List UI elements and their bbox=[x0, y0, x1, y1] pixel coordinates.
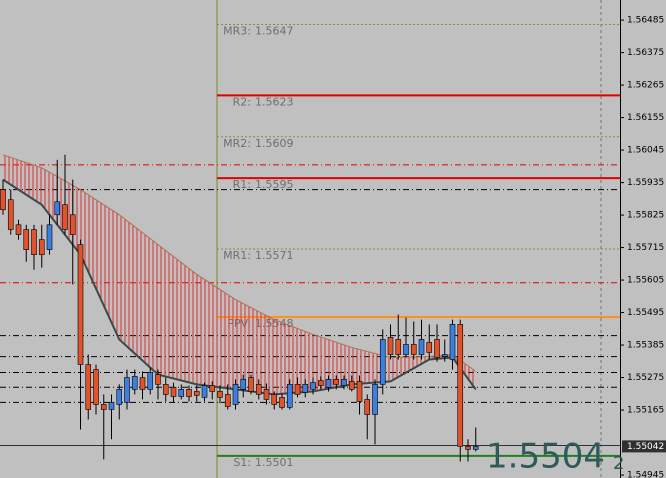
candle-body bbox=[317, 380, 324, 386]
pivot-name: MR1: bbox=[223, 249, 251, 262]
candle-body bbox=[465, 446, 471, 450]
candle-body bbox=[23, 229, 30, 250]
y-tick-label: 1.56265 bbox=[627, 81, 664, 91]
candle-body bbox=[395, 339, 402, 355]
candle-body bbox=[348, 381, 355, 390]
y-tick-label: 1.55935 bbox=[627, 178, 664, 188]
candle-body bbox=[162, 384, 169, 395]
candle-body bbox=[224, 394, 231, 407]
candle-body bbox=[131, 376, 138, 390]
candle-body bbox=[77, 244, 84, 365]
y-tick-label: 1.56375 bbox=[627, 48, 664, 58]
candle-body bbox=[54, 201, 61, 216]
candle-body bbox=[100, 404, 107, 410]
candle-body bbox=[418, 339, 425, 355]
y-tick-label: 1.55825 bbox=[627, 211, 664, 221]
candle-body bbox=[209, 385, 216, 392]
candle-body bbox=[31, 229, 37, 255]
candle-body bbox=[178, 389, 185, 397]
candle-body bbox=[271, 394, 278, 405]
candle-body bbox=[372, 384, 378, 415]
candle-body bbox=[108, 402, 115, 410]
candle-body bbox=[364, 399, 371, 415]
candle-body bbox=[310, 382, 316, 390]
candle-body bbox=[0, 189, 6, 211]
bid-digit: 2 bbox=[613, 453, 624, 474]
candle-body bbox=[193, 391, 200, 396]
y-tick-label: 1.55715 bbox=[627, 243, 664, 253]
candle-body bbox=[201, 385, 208, 398]
candle-body bbox=[170, 387, 177, 397]
candle-body bbox=[85, 364, 92, 410]
current-price-label: 1.55042 bbox=[627, 442, 664, 452]
candle-body bbox=[240, 379, 247, 390]
candle-body bbox=[255, 384, 262, 395]
candle-body bbox=[62, 204, 68, 230]
y-tick-label: 1.55275 bbox=[627, 373, 664, 383]
pivot-value: 1.5571 bbox=[255, 249, 294, 262]
candle-body bbox=[457, 324, 464, 447]
pivot-name: MR3: bbox=[223, 25, 251, 38]
y-tick-label: 1.55165 bbox=[627, 406, 664, 416]
pivot-name: S1: bbox=[233, 456, 251, 469]
candle-body bbox=[186, 389, 192, 397]
candle-body bbox=[356, 381, 363, 402]
candle-body bbox=[7, 199, 14, 230]
candle-body bbox=[302, 384, 309, 393]
candle-body bbox=[232, 384, 239, 405]
pivot-name: MR2: bbox=[223, 137, 251, 150]
candle-body bbox=[155, 374, 161, 385]
candle-body bbox=[286, 384, 293, 408]
candle-body bbox=[341, 379, 347, 386]
pivot-value: 1.5647 bbox=[255, 25, 294, 38]
candle-body bbox=[472, 446, 479, 450]
pivot-value: 1.5595 bbox=[255, 178, 294, 191]
candle-body bbox=[294, 384, 301, 395]
y-tick-label: 1.56045 bbox=[627, 146, 664, 156]
candle-body bbox=[441, 354, 448, 357]
candle-body bbox=[93, 369, 99, 405]
y-tick-label: 1.54945 bbox=[627, 471, 664, 478]
candle-body bbox=[248, 377, 254, 392]
candle-body bbox=[69, 214, 76, 235]
candle-body bbox=[325, 379, 332, 388]
y-tick-label: 1.55385 bbox=[627, 341, 664, 351]
candle-body bbox=[279, 397, 285, 408]
current-price-box bbox=[622, 440, 666, 453]
y-tick-label: 1.55605 bbox=[627, 276, 664, 286]
candle-body bbox=[263, 389, 270, 400]
candle-body bbox=[379, 339, 386, 385]
y-tick-label: 1.56155 bbox=[627, 113, 664, 123]
candle-body bbox=[217, 391, 223, 398]
candle-body bbox=[333, 379, 340, 385]
candle-body bbox=[426, 342, 433, 353]
y-tick-label: 1.55495 bbox=[627, 308, 664, 318]
candle-body bbox=[116, 389, 123, 405]
candle-body bbox=[449, 324, 456, 360]
candle-body bbox=[139, 377, 146, 390]
bid-display: 1.5504 bbox=[486, 437, 605, 477]
candle-body bbox=[38, 239, 45, 255]
cloud-hatch bbox=[3, 154, 476, 395]
ma-line bbox=[2, 178, 477, 396]
candle-body bbox=[15, 224, 22, 235]
pivot-value: 1.5501 bbox=[255, 456, 294, 469]
candle-body bbox=[124, 377, 130, 403]
y-tick-label: 1.56485 bbox=[627, 16, 664, 26]
candle-body bbox=[387, 337, 394, 355]
candle-body bbox=[147, 372, 154, 390]
pivot-value: 1.5623 bbox=[255, 95, 294, 108]
candle-body bbox=[434, 339, 440, 358]
candle-body bbox=[46, 224, 53, 250]
envelope-line bbox=[2, 154, 477, 372]
pivot-name: R1: bbox=[233, 178, 251, 191]
pivot-name: R2: bbox=[233, 95, 251, 108]
pivot-value: 1.5609 bbox=[255, 137, 294, 150]
candle-body bbox=[403, 344, 409, 355]
candle-body bbox=[410, 344, 417, 355]
